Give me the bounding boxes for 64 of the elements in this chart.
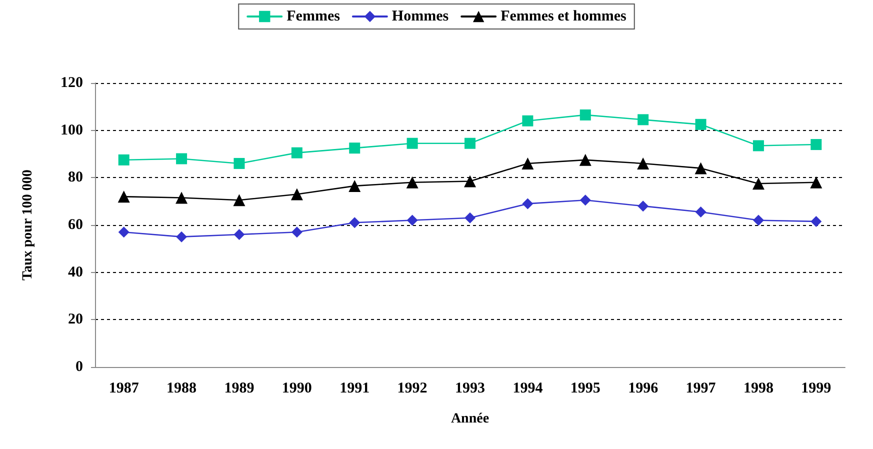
point: [406, 176, 418, 188]
x-tick-label: 1990: [282, 380, 312, 396]
y-tick-label: 120: [60, 75, 83, 91]
point: [638, 200, 649, 212]
x-tick-label: 1997: [686, 380, 716, 396]
legend-label: Femmes: [286, 8, 340, 24]
x-tick-label: 1994: [512, 380, 544, 396]
point: [464, 138, 476, 149]
y-axis-title: Taux pour 100 000: [20, 170, 36, 280]
point: [752, 140, 764, 152]
x-axis-title: Année: [450, 412, 490, 426]
point: [580, 194, 591, 206]
point: [752, 178, 764, 190]
point: [348, 180, 361, 192]
point: [522, 157, 534, 170]
point: [695, 118, 706, 130]
point: [694, 162, 707, 174]
point: [580, 109, 591, 120]
point: [695, 206, 706, 218]
x-tick-label: 1991: [340, 380, 370, 396]
legend-label: Femmes et hommes: [500, 8, 627, 24]
point: [637, 157, 650, 170]
point: [464, 212, 476, 224]
point: [406, 138, 418, 149]
point: [118, 154, 130, 166]
point: [176, 153, 188, 164]
point: [176, 231, 188, 242]
point: [464, 175, 476, 188]
y-tick-label: 40: [68, 264, 83, 280]
point: [291, 226, 302, 238]
point: [579, 154, 592, 166]
x-tick-label: 1995: [570, 380, 600, 396]
legend-label: Hommes: [392, 8, 449, 24]
x-tick-label: 1989: [224, 380, 254, 396]
y-tick-label: 60: [68, 217, 83, 233]
x-tick-label: 1996: [628, 380, 659, 396]
x-tick-label: 1998: [743, 380, 774, 396]
y-tick-label: 80: [68, 170, 83, 186]
y-tick-label: 20: [68, 312, 83, 328]
point: [233, 194, 246, 206]
point: [810, 216, 822, 227]
point: [290, 188, 303, 200]
point: [810, 176, 822, 188]
point: [118, 226, 130, 238]
point: [291, 147, 302, 158]
point: [522, 198, 534, 210]
x-tick-label: 1993: [455, 380, 485, 396]
y-tick-label: 100: [60, 122, 83, 138]
x-tick-label: 1992: [397, 380, 428, 396]
point: [522, 115, 534, 126]
point: [638, 114, 649, 126]
x-tick-label: 1999: [801, 380, 832, 396]
point: [752, 214, 764, 226]
y-tick-label: 0: [76, 359, 83, 375]
point: [176, 192, 188, 204]
point: [234, 228, 245, 240]
x-tick-label: 1987: [108, 380, 140, 396]
point: [810, 139, 822, 150]
point: [234, 158, 245, 169]
point: [349, 217, 360, 228]
point: [406, 214, 418, 226]
point: [349, 142, 360, 154]
x-tick-label: 1988: [166, 380, 197, 396]
point: [118, 190, 130, 203]
